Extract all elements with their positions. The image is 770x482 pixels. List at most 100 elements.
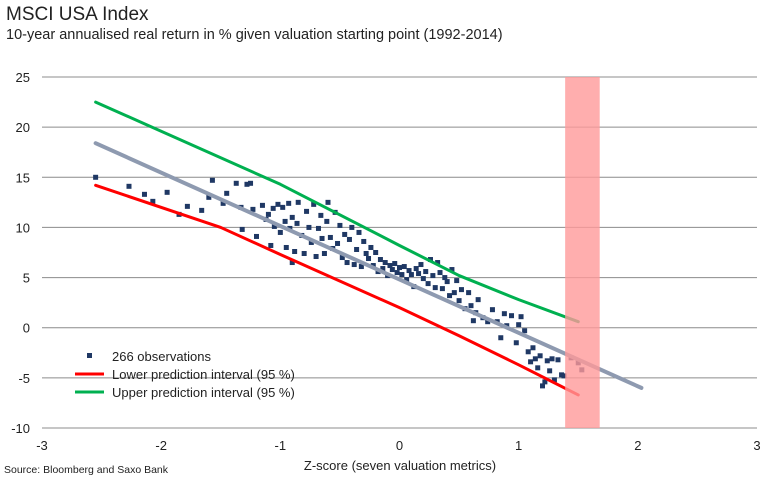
data-point (551, 377, 557, 383)
y-tick-label: 0 (23, 321, 30, 336)
y-tick-label: -5 (18, 371, 30, 386)
legend-label: Lower prediction interval (95 %) (112, 367, 295, 382)
data-point (555, 357, 561, 363)
y-tick-label: -10 (11, 421, 30, 436)
x-tick-label: 3 (753, 438, 760, 453)
data-point (456, 298, 462, 304)
data-point (475, 297, 481, 303)
data-point (439, 286, 445, 292)
x-tick-label: 1 (515, 438, 522, 453)
legend-label: Upper prediction interval (95 %) (112, 385, 295, 400)
data-point (199, 207, 205, 213)
highlight-band (565, 77, 600, 428)
data-point (141, 191, 147, 197)
data-point (437, 270, 443, 276)
data-point (254, 233, 259, 239)
data-point (265, 211, 271, 217)
data-point (292, 248, 298, 254)
data-point (349, 224, 355, 230)
data-point (435, 260, 441, 266)
data-point (392, 261, 398, 267)
data-point (423, 269, 429, 275)
data-point (394, 270, 400, 276)
data-point (528, 359, 534, 365)
data-point (561, 373, 567, 379)
y-tick-label: 25 (16, 70, 30, 85)
data-point (259, 202, 265, 208)
data-point (399, 272, 405, 278)
data-point (270, 205, 276, 211)
data-point (150, 198, 156, 204)
data-point (282, 218, 288, 224)
data-point (401, 264, 407, 270)
data-point (382, 260, 388, 266)
x-tick-label: 2 (634, 438, 641, 453)
data-point (93, 174, 99, 180)
regression-line (93, 141, 644, 390)
data-point (351, 262, 357, 268)
data-point (268, 242, 274, 248)
data-point (513, 340, 519, 346)
y-tick-label: 20 (16, 120, 30, 135)
data-point (542, 379, 548, 385)
upper-interval-line (94, 100, 580, 324)
x-tick-label: -2 (155, 438, 167, 453)
data-point (501, 311, 507, 317)
data-point (313, 254, 319, 260)
data-point (458, 287, 464, 293)
data-point (397, 265, 402, 271)
data-point (368, 244, 374, 250)
data-point (432, 285, 438, 291)
data-point (315, 225, 321, 231)
x-tick-label: 0 (396, 438, 403, 453)
data-point (413, 266, 419, 272)
data-point (518, 314, 524, 320)
data-point (295, 199, 301, 205)
data-point (406, 268, 412, 274)
data-point (277, 229, 283, 235)
data-point (535, 365, 541, 371)
data-point (530, 345, 536, 351)
data-point (344, 260, 350, 266)
data-point (408, 272, 414, 278)
data-point (547, 368, 553, 374)
data-point (271, 223, 277, 229)
data-point (449, 267, 455, 273)
data-point (366, 256, 372, 262)
data-point (447, 293, 453, 299)
data-point (206, 194, 212, 200)
data-point (425, 281, 431, 287)
data-point (498, 335, 504, 341)
data-point (416, 271, 422, 277)
data-point (337, 222, 343, 228)
data-point (294, 220, 300, 226)
data-point (311, 201, 317, 207)
data-point (184, 203, 190, 209)
data-point (454, 278, 460, 284)
data-point (308, 239, 314, 245)
data-point (306, 224, 312, 230)
data-point (244, 181, 250, 187)
data-point (280, 204, 286, 210)
data-point (319, 235, 325, 241)
data-point (389, 267, 395, 273)
legend-label: 266 observations (112, 349, 212, 364)
data-point (404, 277, 410, 283)
data-point (444, 279, 450, 285)
data-point (361, 238, 367, 244)
data-point (420, 276, 426, 282)
data-point (289, 260, 295, 266)
data-point (164, 189, 170, 195)
data-point (301, 251, 307, 257)
data-point (342, 231, 348, 237)
data-point (532, 356, 538, 362)
lower-interval-line (94, 183, 580, 397)
data-point (224, 190, 230, 196)
data-point (209, 177, 215, 183)
data-point (339, 255, 345, 261)
data-point (321, 251, 327, 257)
source-note: Source: Bloomberg and Saxo Bank (4, 464, 169, 476)
data-point (525, 349, 531, 355)
data-point (522, 328, 528, 334)
